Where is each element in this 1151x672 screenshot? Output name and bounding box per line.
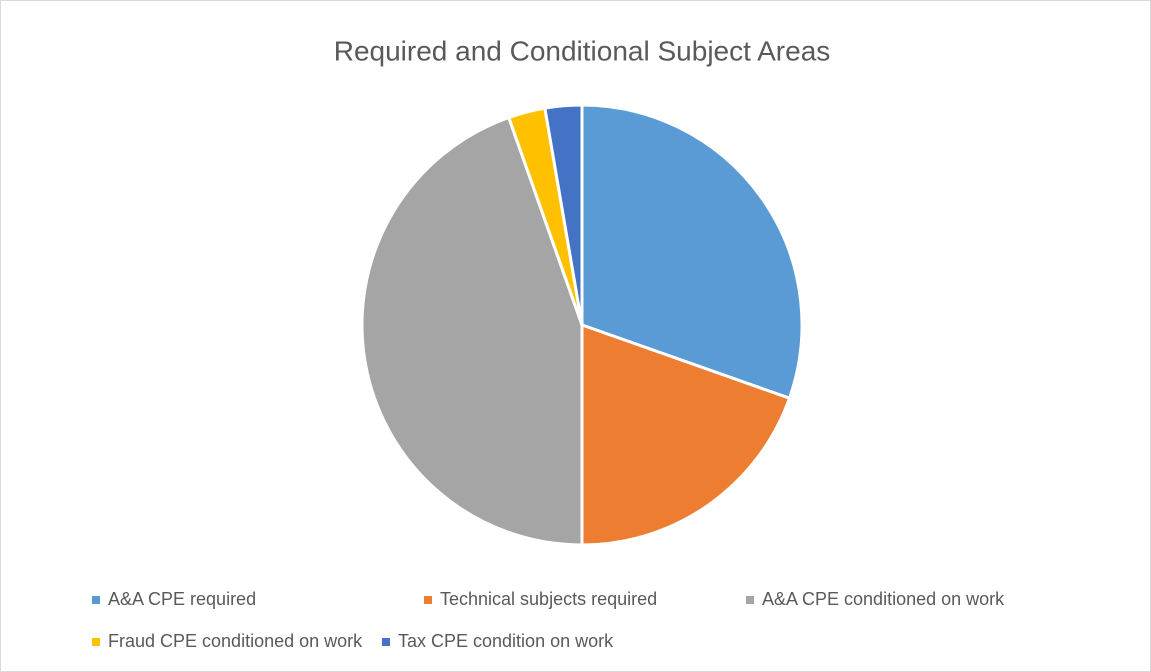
pie-slice <box>580 103 804 401</box>
legend-label: Fraud CPE conditioned on work <box>108 631 363 651</box>
legend-swatch <box>382 638 390 646</box>
legend-label: Technical subjects required <box>440 589 657 609</box>
legend-swatch <box>746 596 754 604</box>
pie-slice <box>360 115 584 547</box>
legend-swatch <box>92 596 100 604</box>
pie-slice <box>580 322 792 547</box>
legend-swatch <box>424 596 432 604</box>
legend-label: A&A CPE conditioned on work <box>762 589 1005 609</box>
pie-slice <box>543 103 584 326</box>
chart-title: Required and Conditional Subject Areas <box>334 35 831 66</box>
legend-label: A&A CPE required <box>108 589 256 609</box>
legend-swatch <box>92 638 100 646</box>
legend-label: Tax CPE condition on work <box>398 631 614 651</box>
